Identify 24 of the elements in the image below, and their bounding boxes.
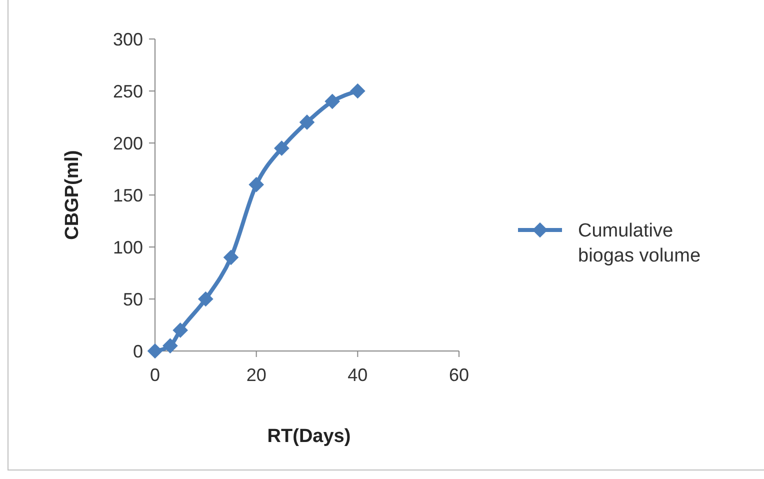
x-tick-label: 20 bbox=[246, 365, 266, 385]
point bbox=[172, 322, 188, 338]
y-tick-label: 0 bbox=[132, 341, 143, 362]
x-tick-label: 40 bbox=[348, 365, 368, 385]
y-tick-label: 250 bbox=[112, 81, 143, 102]
point bbox=[248, 176, 264, 192]
y-tick-label: 300 bbox=[112, 29, 143, 50]
point bbox=[198, 291, 214, 307]
point bbox=[299, 114, 315, 130]
point bbox=[162, 338, 178, 354]
point bbox=[274, 140, 290, 156]
point bbox=[350, 83, 366, 99]
y-tick-label: 150 bbox=[112, 185, 143, 206]
x-tick-label: 0 bbox=[150, 365, 160, 385]
y-axis-title: CBGP(ml) bbox=[62, 150, 83, 240]
point bbox=[147, 343, 163, 359]
y-tick-label: 50 bbox=[122, 289, 143, 310]
y-tick-label: 100 bbox=[112, 237, 143, 258]
point bbox=[223, 250, 239, 266]
legend-label: Cumulative biogas volume bbox=[578, 220, 701, 266]
x-tick-label: 60 bbox=[448, 365, 470, 385]
y-tick-label: 200 bbox=[112, 133, 143, 154]
point bbox=[324, 94, 340, 110]
x-axis-title: RT(Days) bbox=[267, 426, 351, 447]
